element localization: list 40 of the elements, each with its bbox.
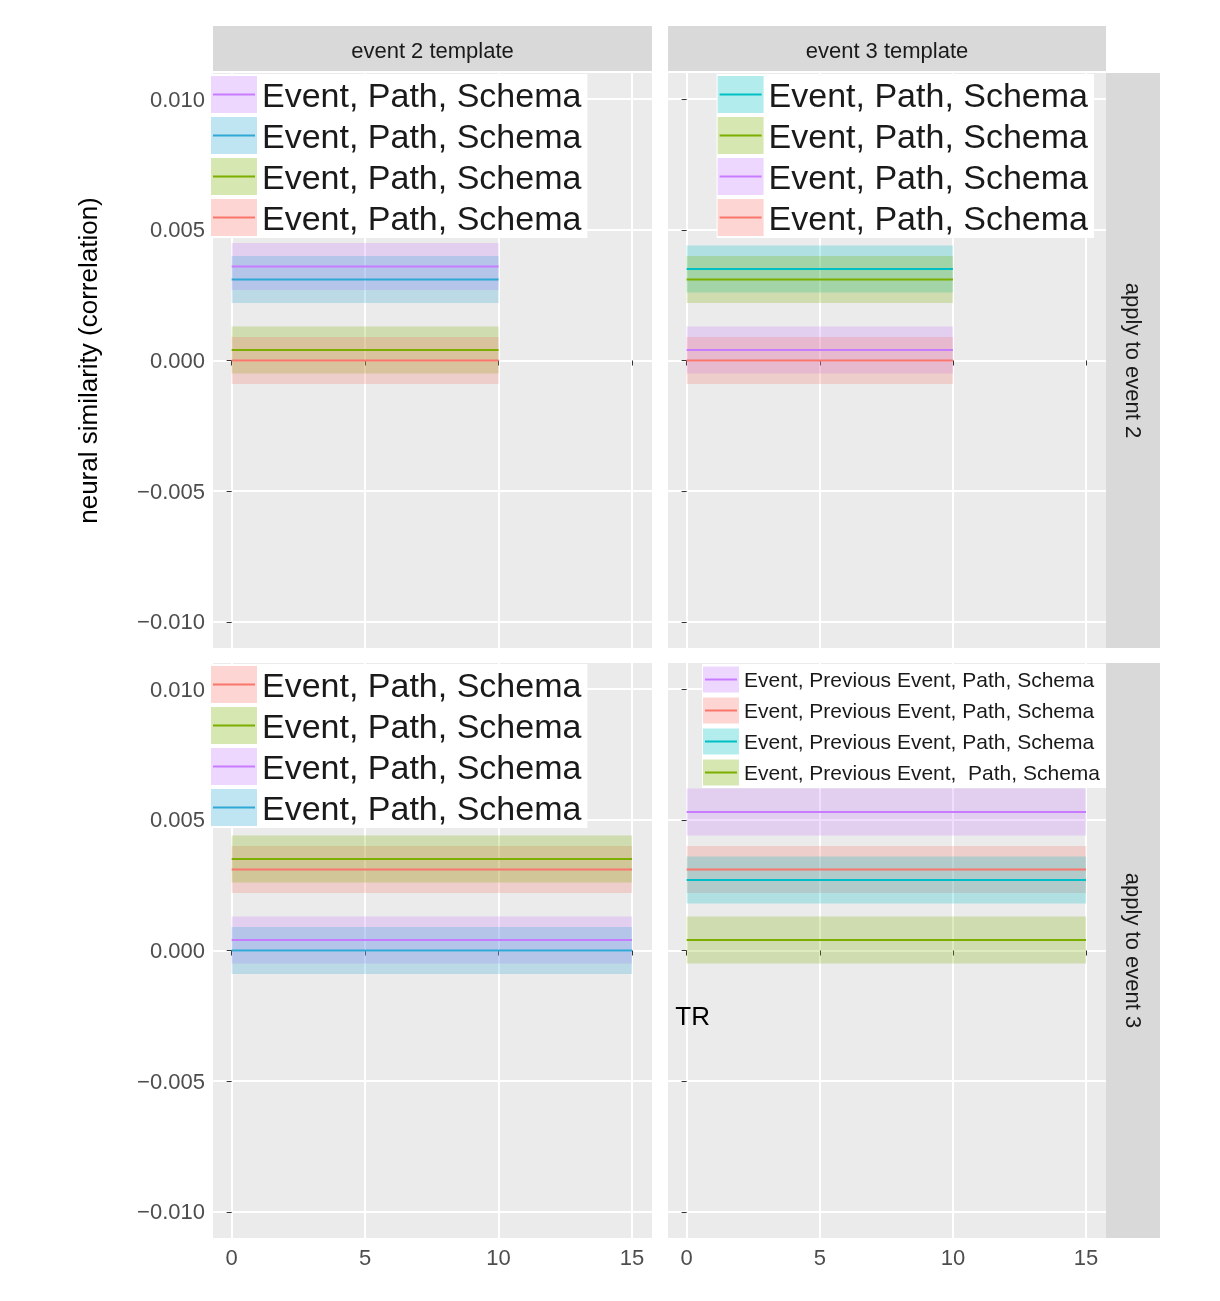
legend-label: Event, Path, Schema	[768, 116, 1089, 155]
legend-label: Event, Path, Schema	[262, 198, 582, 237]
y-tick-label: 0.005	[149, 807, 205, 833]
legend-label: Event, Path, Schema	[768, 198, 1089, 237]
x-tick-label: 0	[680, 1244, 693, 1270]
legend-label: Event, Path, Schema	[768, 75, 1089, 114]
y-tick-label: −0.010	[137, 609, 205, 635]
legend-label: Event, Path, Schema	[262, 157, 582, 196]
legend-label: Event, Path, Schema	[768, 157, 1089, 196]
legend-label: Event, Path, Schema	[262, 116, 582, 155]
x-tick-label: 10	[486, 1244, 511, 1270]
legend-label: Event, Previous Event, Path, Schema	[743, 699, 1095, 722]
y-tick-label: −0.010	[137, 1199, 205, 1225]
x-tick-label: 15	[1073, 1244, 1099, 1270]
legend-label: Event, Path, Schema	[262, 788, 582, 827]
chart-title: event 3 template	[805, 37, 969, 63]
legend-label: Event, Previous Event, Path, Schema	[743, 761, 1101, 784]
x-tick-label: 5	[813, 1244, 826, 1270]
y-tick-label: 0.000	[149, 348, 205, 373]
legend-label: Event, Path, Schema	[262, 706, 582, 745]
y-tick-label: 0.005	[149, 217, 205, 243]
x-tick-label: 0	[225, 1244, 238, 1270]
legend-label: Event, Previous Event, Path, Schema	[743, 668, 1095, 691]
text: apply to event 2	[1120, 282, 1146, 439]
x-axis-title: TR	[675, 1000, 710, 1031]
y-axis-title: neural similarity (correlation)	[73, 197, 103, 524]
y-tick-label: −0.005	[137, 1068, 205, 1094]
y-tick-label: −0.005	[137, 478, 205, 504]
legend-label: Event, Previous Event, Path, Schema	[743, 730, 1095, 753]
legend-label: Event, Path, Schema	[262, 747, 582, 786]
y-tick-label: 0.000	[149, 938, 205, 963]
x-tick-label: 15	[619, 1244, 645, 1270]
x-tick-label: 10	[940, 1244, 966, 1270]
chart-title: event 2 template	[351, 37, 514, 63]
legend-label: Event, Path, Schema	[262, 75, 582, 114]
y-tick-label: 0.010	[149, 86, 205, 112]
x-tick-label: 5	[358, 1244, 372, 1270]
text: apply to event 3	[1120, 872, 1146, 1029]
legend-label: Event, Path, Schema	[262, 665, 582, 704]
y-tick-label: 0.010	[149, 676, 205, 702]
